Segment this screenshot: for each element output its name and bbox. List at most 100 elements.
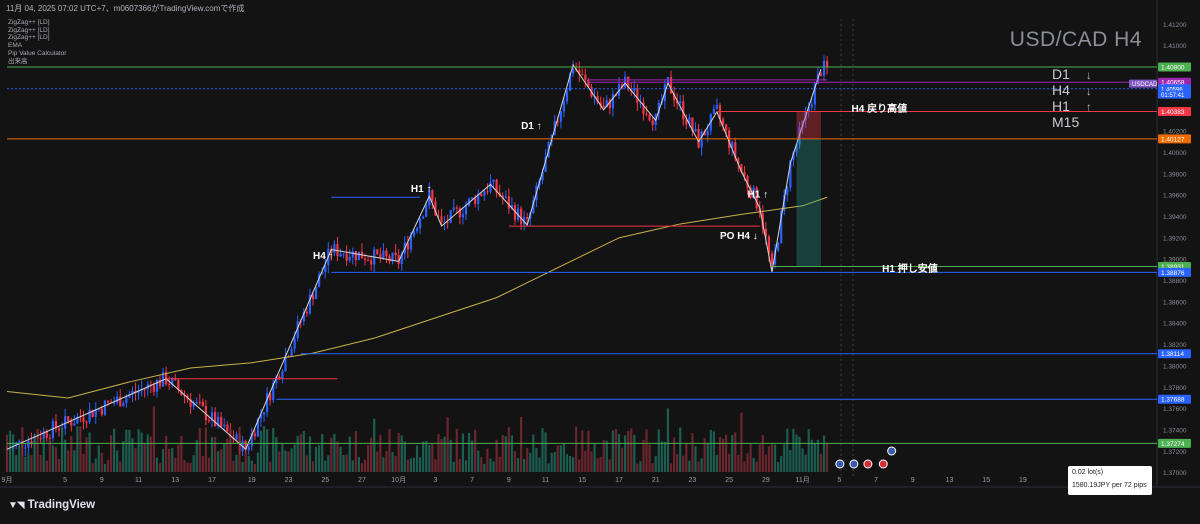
candle-body — [706, 130, 709, 136]
volume-bar — [550, 452, 553, 472]
indicator-item[interactable]: ZigZag++ [LD] — [8, 19, 50, 26]
candle-body — [149, 384, 152, 386]
volume-bar — [486, 448, 489, 472]
tradingview-logo[interactable]: ▼◥ TradingView — [8, 499, 95, 511]
candle-body — [103, 400, 107, 415]
indicator-item[interactable]: ZigZag++ [LD] — [8, 34, 50, 42]
candle-body — [556, 121, 559, 123]
candle-body — [152, 385, 155, 392]
candle-body — [293, 338, 296, 349]
volume-bar — [510, 435, 513, 472]
candle-body — [409, 235, 413, 250]
candle-body — [477, 193, 480, 204]
candle-body — [281, 371, 284, 380]
candle-body — [608, 100, 611, 109]
candle-body — [311, 294, 315, 300]
y-tick-label: 1.40200 — [1163, 129, 1187, 136]
volume-bar — [161, 449, 165, 472]
candle-body — [119, 396, 122, 407]
volume-bar — [471, 440, 474, 472]
volume-bar — [611, 430, 614, 472]
candle-body — [223, 424, 226, 427]
x-tick-label: 15 — [982, 477, 990, 484]
candle-body — [636, 88, 639, 103]
volume-bar — [752, 457, 755, 472]
level-price-tag — [1158, 62, 1191, 72]
y-tick-label: 1.38600 — [1163, 299, 1187, 306]
volume-bar — [568, 455, 572, 472]
candle-body — [795, 144, 798, 153]
chart-annotation: H1 ↑ — [411, 184, 432, 195]
timeframe-row: M15 — [1052, 115, 1101, 130]
candle-body — [376, 249, 379, 255]
candle-body — [76, 416, 79, 424]
volume-bar — [669, 463, 673, 472]
volume-bar — [85, 437, 88, 472]
candle-body — [599, 102, 602, 106]
volume-bar — [293, 444, 296, 472]
volume-bar — [155, 457, 159, 472]
candle-body — [749, 187, 752, 198]
candle-body — [82, 417, 85, 422]
volume-bar — [780, 456, 783, 472]
volume-bar — [70, 435, 73, 472]
trend-arrow-icon: ↓ — [1085, 84, 1092, 98]
candle-body — [703, 131, 706, 136]
volume-bar — [428, 444, 431, 472]
candle-body — [54, 421, 58, 429]
level-price-label: 1.37274 — [1161, 441, 1185, 448]
candle-body — [565, 90, 569, 102]
volume-bar — [36, 428, 39, 472]
indicator-item[interactable]: 出来高 — [8, 57, 28, 65]
indicator-item[interactable]: Pip Value Calculator — [8, 49, 67, 57]
indicator-item[interactable]: EMA — [8, 42, 23, 50]
volume-bar — [158, 463, 162, 472]
candle-body — [746, 176, 749, 188]
candle-body — [648, 114, 651, 121]
volume-bar — [455, 429, 458, 472]
candle-body — [810, 104, 813, 108]
volume-bar — [247, 455, 250, 472]
volume-bar — [492, 461, 495, 472]
candle-body — [18, 440, 21, 443]
candle-body — [400, 253, 403, 264]
candle-body — [192, 402, 195, 407]
candle-body — [428, 190, 431, 206]
candle-body — [501, 195, 504, 198]
candle-body — [379, 254, 382, 259]
volume-bar — [458, 458, 461, 472]
volume-bar — [382, 457, 385, 472]
volume-bar — [314, 446, 318, 472]
volume-bar — [60, 427, 64, 472]
volume-bar — [712, 431, 715, 472]
volume-bar — [553, 451, 556, 472]
volume-bar — [103, 463, 107, 472]
volume-bar — [207, 457, 211, 472]
volume-bar — [544, 432, 547, 472]
volume-bar — [761, 434, 764, 472]
volume-bar — [140, 432, 143, 472]
candle-body — [605, 100, 608, 108]
volume-bar — [813, 443, 816, 472]
volume-bar — [412, 457, 416, 472]
candle-body — [235, 434, 238, 440]
volume-bar — [547, 463, 550, 472]
volume-bar — [804, 454, 807, 472]
candle-body — [731, 142, 734, 148]
volume-bar — [287, 451, 290, 472]
volume-bar — [477, 450, 480, 472]
volume-bar — [262, 426, 266, 472]
volume-bar — [354, 430, 357, 472]
volume-bar — [165, 435, 168, 472]
candle-body — [143, 388, 146, 390]
volume-bar — [489, 458, 492, 472]
candle-body — [688, 117, 691, 125]
candle-body — [434, 201, 437, 216]
volume-bar — [672, 437, 676, 472]
indicator-item[interactable]: ZigZag++ [LD] — [8, 26, 50, 34]
volume-bar — [697, 461, 700, 472]
candle-body — [88, 409, 91, 423]
volume-bar — [217, 451, 220, 472]
